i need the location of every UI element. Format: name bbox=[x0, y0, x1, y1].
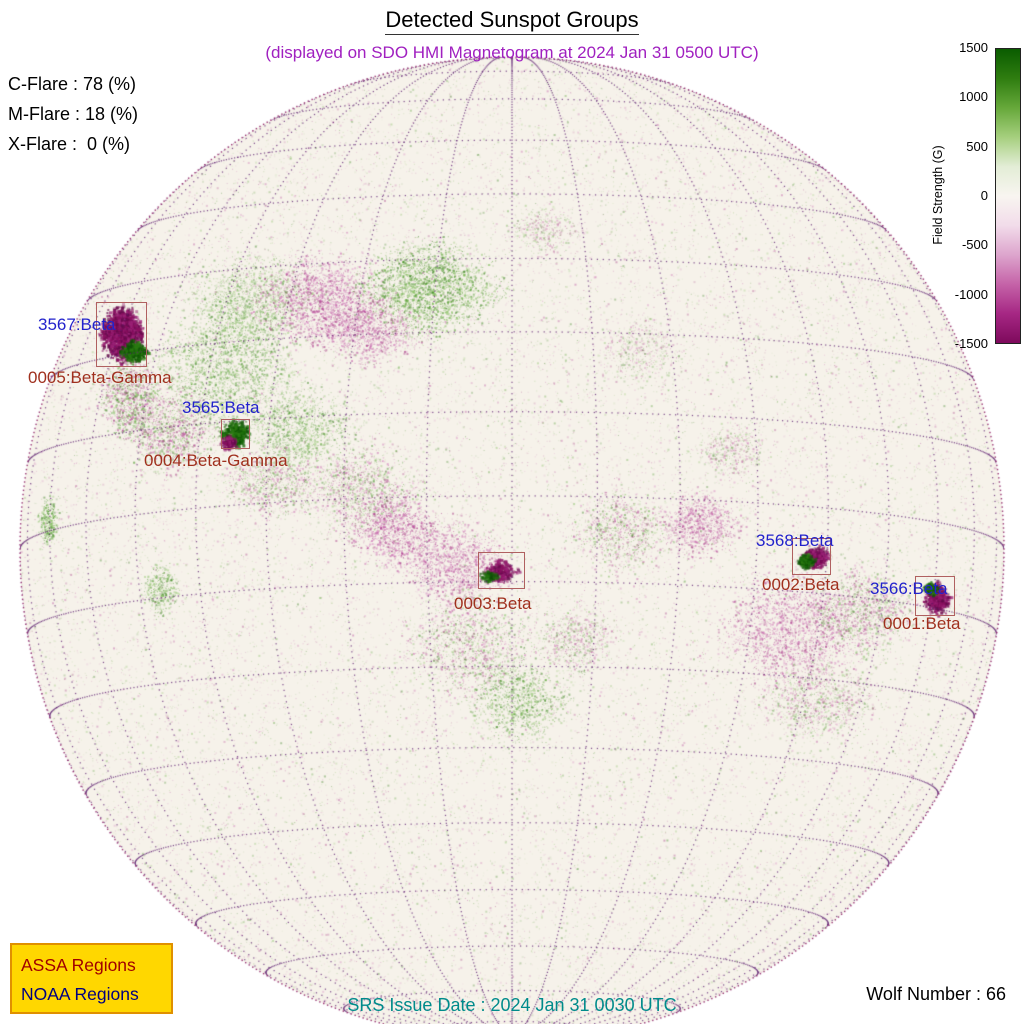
colorbar-tick-label: -1500 bbox=[954, 336, 988, 351]
colorbar-tick-label: -1000 bbox=[954, 286, 988, 302]
noaa-regions-legend-label: NOAA Regions bbox=[21, 984, 139, 1004]
wolf-number: Wolf Number : 66 bbox=[866, 984, 1006, 1004]
colorbar-tick-label: 0 bbox=[980, 188, 988, 203]
srs-issue-date: SRS Issue Date : 2024 Jan 31 0030 UTC bbox=[347, 995, 677, 1015]
colorbar-tick-label: -500 bbox=[961, 237, 988, 253]
x-flare-probability: X-Flare : 0 (%) bbox=[8, 134, 131, 154]
colorbar-axis-label: Field Strength (G) bbox=[931, 145, 945, 245]
page-title: Detected Sunspot Groups bbox=[0, 7, 1024, 35]
colorbar-gradient bbox=[995, 48, 1021, 344]
colorbar-tick-label: 500 bbox=[966, 138, 988, 154]
m-flare-probability: M-Flare : 18 (%) bbox=[8, 104, 139, 124]
c-flare-probability: C-Flare : 78 (%) bbox=[8, 74, 137, 94]
page-title-text: Detected Sunspot Groups bbox=[385, 7, 639, 35]
subtitle: (displayed on SDO HMI Magnetogram at 202… bbox=[265, 43, 759, 62]
colorbar-tick-label: 1000 bbox=[959, 89, 988, 105]
colorbar-tick-label: 1500 bbox=[959, 40, 988, 55]
regions-legend: ASSA Regions NOAA Regions bbox=[10, 943, 173, 1014]
assa-regions-legend-label: ASSA Regions bbox=[21, 955, 136, 975]
